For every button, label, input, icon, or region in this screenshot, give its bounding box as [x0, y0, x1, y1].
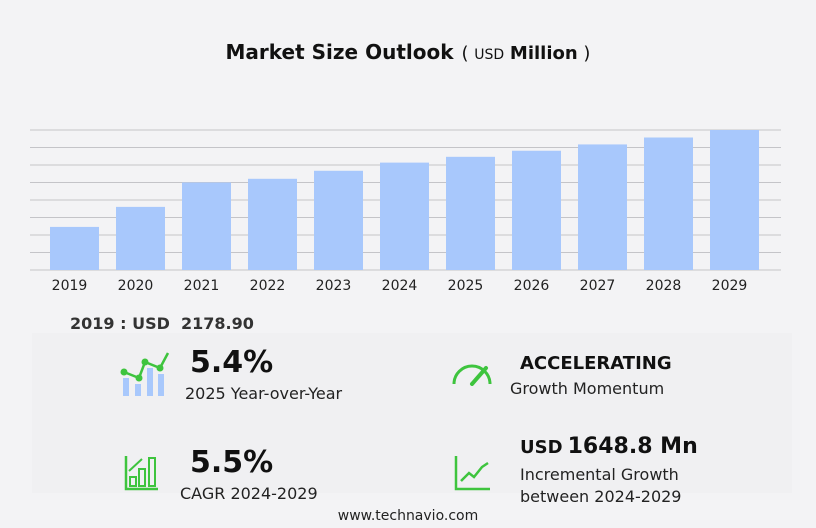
incremental-period: between 2024-2029	[520, 487, 682, 506]
bar-2023	[314, 170, 363, 270]
incremental-value: USD 1648.8 Mn	[520, 434, 698, 459]
footer-url: www.technavio.com	[337, 508, 479, 524]
growth-chart-icon	[120, 352, 170, 396]
x-tick-label: 2021	[184, 278, 220, 294]
x-tick-label: 2029	[712, 278, 748, 294]
chart-title: Market Size Outlook ( USD Million )	[0, 40, 816, 64]
bar-2029	[710, 130, 759, 270]
bar-2022	[248, 178, 297, 270]
cagr-value: 5.5%	[190, 445, 274, 480]
speedometer-icon	[452, 364, 492, 386]
bar-2021	[182, 182, 231, 270]
x-tick-label: 2026	[514, 278, 550, 294]
x-tick-label: 2019	[52, 278, 88, 294]
title-main: Market Size Outlook	[225, 40, 454, 64]
title-unit: ( USD Million )	[461, 43, 591, 64]
incremental-growth-icon	[454, 456, 490, 491]
base-year-number: 2178.90	[181, 314, 254, 333]
incremental-prefix: USD	[520, 437, 563, 458]
x-tick-label: 2028	[646, 278, 682, 294]
bar-2019	[50, 226, 99, 270]
base-year-label: 2019 : USD	[70, 314, 170, 333]
base-year-value: 2019 : USD 2178.90	[70, 314, 254, 333]
cagr-icon	[124, 456, 158, 491]
momentum-value: ACCELERATING	[520, 353, 672, 374]
incremental-number: 1648.8 Mn	[567, 434, 698, 459]
x-tick-label: 2022	[250, 278, 286, 294]
x-tick-label: 2027	[580, 278, 616, 294]
x-tick-label: 2024	[382, 278, 418, 294]
bar-2024	[380, 162, 429, 270]
bar-chart: 2019 2020 2021 2022 2023 2024 2025 2026 2027 2028…	[30, 129, 781, 294]
metrics-panel	[32, 333, 792, 493]
bar-2027	[578, 144, 627, 270]
yoy-label: 2025 Year-over-Year	[185, 384, 343, 403]
bar-2020	[116, 206, 165, 270]
title-unit-text: Million	[509, 43, 578, 64]
title-unit-prefix: USD	[474, 47, 505, 63]
momentum-label: Growth Momentum	[510, 379, 665, 398]
cagr-label: CAGR 2024-2029	[180, 484, 318, 503]
yoy-value: 5.4%	[190, 345, 274, 380]
bar-2026	[512, 150, 561, 270]
incremental-label: Incremental Growth	[520, 465, 679, 484]
x-tick-label: 2020	[118, 278, 154, 294]
x-tick-label: 2023	[316, 278, 352, 294]
x-tick-label: 2025	[448, 278, 484, 294]
bar-2025	[446, 156, 495, 270]
bar-2028	[644, 137, 693, 270]
